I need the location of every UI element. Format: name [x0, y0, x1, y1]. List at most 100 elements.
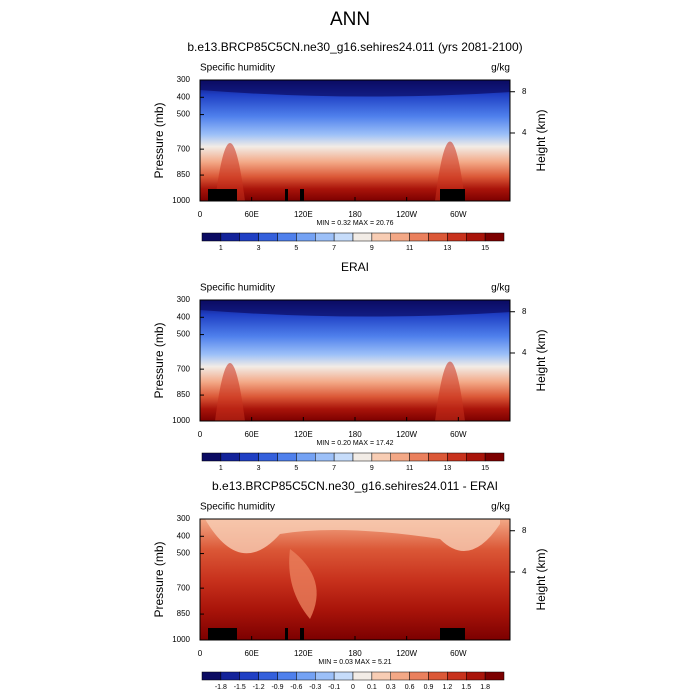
y-tick-label: 400	[177, 92, 191, 101]
colorbar-box	[258, 232, 278, 242]
colorbar-label: 1.2	[443, 684, 453, 691]
colorbar-box	[315, 232, 335, 242]
colorbar-box	[409, 671, 429, 681]
y-tick-label: 850	[177, 390, 191, 399]
colorbar-box	[333, 232, 354, 242]
colorbar-label: -1.8	[215, 684, 227, 691]
colorbar-label: 0.9	[424, 684, 434, 691]
contour-blob	[289, 549, 317, 619]
y-tick-label: 500	[177, 110, 191, 119]
colorbar-box	[239, 232, 259, 242]
y-tick-label: 500	[177, 330, 191, 339]
topography	[225, 189, 237, 201]
y-tick-label: 850	[177, 609, 191, 618]
y2-tick-label: 8	[522, 87, 527, 96]
colorbar-box	[239, 671, 259, 681]
contour-top	[200, 300, 510, 317]
colorbar-label: -0.3	[309, 684, 321, 691]
x-tick-label: 180	[348, 430, 362, 439]
colorbar-box	[220, 452, 240, 462]
x-tick-label: 60W	[450, 649, 467, 658]
x-tick-label: 120W	[396, 210, 417, 219]
colorbar-box	[466, 671, 486, 681]
y-tick-label: 1000	[172, 196, 190, 205]
panel-title: b.e13.BRCP85C5CN.ne30_g16.sehires24.011 …	[212, 479, 498, 493]
colorbar-box	[484, 452, 505, 462]
colorbar-box	[428, 232, 448, 242]
colorbar-label: 3	[257, 245, 261, 252]
x-tick-label: 120E	[294, 210, 313, 219]
colorbar-box	[201, 452, 222, 462]
colorbar-box	[390, 232, 410, 242]
x-tick-label: 180	[348, 210, 362, 219]
y2-tick-label: 8	[522, 526, 527, 535]
y-tick-label: 700	[177, 583, 191, 592]
x-tick-label: 120W	[396, 649, 417, 658]
x-tick-label: 60W	[450, 430, 467, 439]
colorbar-box	[371, 452, 391, 462]
colorbar-label: 0	[351, 684, 355, 691]
y-tick-label: 700	[177, 364, 191, 373]
topography	[285, 628, 288, 640]
colorbar-box	[352, 671, 373, 681]
x-tick-label: 60E	[245, 649, 259, 658]
right-label: g/kg	[491, 63, 510, 74]
colorbar-label: 9	[370, 245, 374, 252]
colorbar-label: -0.1	[328, 684, 340, 691]
y-tick-label: 300	[177, 295, 191, 304]
colorbar-label: 13	[443, 465, 451, 472]
topography	[440, 189, 465, 201]
colorbar-box	[201, 232, 222, 242]
colorbar-label: 0.1	[367, 684, 377, 691]
colorbar-box	[220, 671, 240, 681]
colorbar-box	[466, 452, 486, 462]
x-tick-label: 180	[348, 649, 362, 658]
colorbar-box	[428, 452, 448, 462]
y2-tick-label: 8	[522, 307, 527, 316]
x-tick-label: 0	[198, 649, 203, 658]
y-tick-label: 1000	[172, 635, 190, 644]
colorbar-box	[296, 232, 316, 242]
topography	[225, 628, 237, 640]
colorbar-label: 0.6	[405, 684, 415, 691]
stats: MIN = 0.20 MAX = 17.42	[316, 440, 393, 447]
colorbar-box	[315, 452, 335, 462]
x-tick-label: 0	[198, 210, 203, 219]
panel-title: ERAI	[341, 260, 369, 274]
colorbar-box	[352, 232, 373, 242]
right-label: g/kg	[491, 502, 510, 513]
colorbar-box	[390, 671, 410, 681]
colorbar-box	[484, 671, 505, 681]
colorbar-box	[390, 452, 410, 462]
y-axis-label: Pressure (mb)	[152, 102, 166, 178]
colorbar-label: 9	[370, 465, 374, 472]
colorbar-box	[333, 452, 354, 462]
colorbar-label: 0.3	[386, 684, 396, 691]
colorbar-box	[409, 232, 429, 242]
colorbar-label: -0.9	[271, 684, 283, 691]
colorbar-box	[466, 232, 486, 242]
y-axis-label: Pressure (mb)	[152, 541, 166, 617]
colorbar-box	[447, 232, 467, 242]
panel-title: b.e13.BRCP85C5CN.ne30_g16.sehires24.011 …	[187, 40, 522, 54]
colorbar-box	[201, 671, 222, 681]
contour-top	[200, 80, 510, 97]
y-tick-label: 700	[177, 144, 191, 153]
colorbar-box	[409, 452, 429, 462]
x-tick-label: 60E	[245, 430, 259, 439]
colorbar-box	[277, 232, 297, 242]
colorbar-box	[371, 232, 391, 242]
colorbar-box	[484, 232, 505, 242]
colorbar-box	[239, 452, 259, 462]
topography	[300, 628, 304, 640]
colorbar-label: -1.5	[234, 684, 246, 691]
colorbar-label: 13	[443, 245, 451, 252]
colorbar-label: 5	[294, 465, 298, 472]
y2-tick-label: 4	[522, 567, 527, 576]
colorbar-box	[447, 671, 467, 681]
y-tick-label: 1000	[172, 416, 190, 425]
colorbar-label: -1.2	[253, 684, 265, 691]
colorbar-box	[371, 671, 391, 681]
y2-tick-label: 4	[522, 128, 527, 137]
colorbar-label: 11	[406, 465, 413, 472]
